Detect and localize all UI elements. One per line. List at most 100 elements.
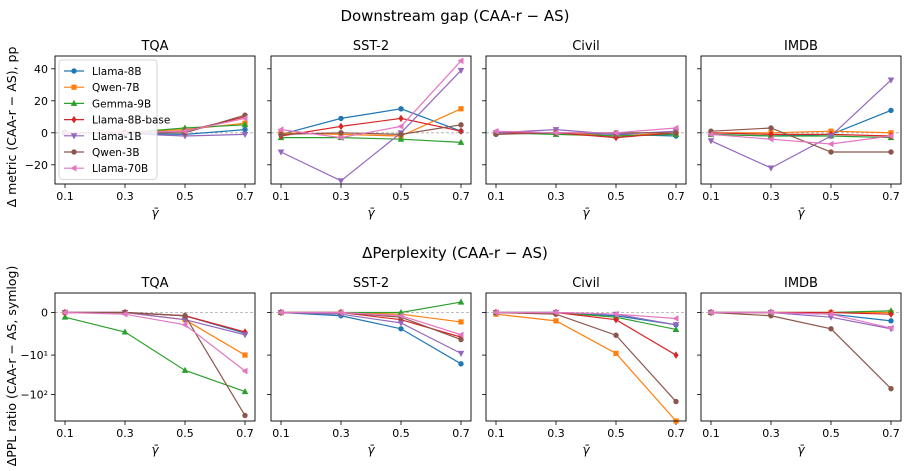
- x-tick-label: 0.3: [547, 190, 565, 203]
- x-axis-label: γ̄: [367, 443, 375, 457]
- x-tick-label: 0.1: [56, 190, 74, 203]
- panel-title: Civil: [572, 39, 600, 54]
- series-line: [280, 311, 462, 365]
- x-tick-label: 0.3: [116, 427, 134, 440]
- data-point: [61, 313, 69, 320]
- x-tick-label: 0.7: [236, 190, 254, 203]
- series-qwen-7b: [62, 309, 248, 358]
- series-qwen-3b: [708, 125, 894, 155]
- chart-panel-3: 0.1 0.3 0.5 0.7 Civil γ̄: [482, 39, 687, 220]
- series-line: [65, 311, 246, 333]
- x-tick-label: 0.7: [667, 427, 685, 440]
- data-point: [241, 367, 248, 375]
- series-line: [280, 108, 462, 135]
- data-point: [767, 165, 775, 172]
- data-point: [121, 328, 129, 335]
- series-gemma-9b: [61, 313, 249, 395]
- data-point: [767, 309, 774, 316]
- data-point: [457, 298, 465, 305]
- x-tick-label: 0.5: [176, 427, 194, 440]
- data-point: [241, 332, 249, 339]
- data-point: [277, 309, 284, 316]
- data-point: [457, 350, 465, 358]
- legend-marker: [70, 164, 77, 172]
- x-tick-label: 0.1: [702, 190, 720, 203]
- x-axis-label: γ̄: [367, 206, 375, 220]
- data-point: [672, 325, 680, 332]
- legend-label: Qwen-3B: [92, 147, 140, 159]
- data-point: [338, 115, 344, 122]
- series-qwen-3b: [278, 309, 464, 343]
- y-tick-label: −10¹: [20, 349, 48, 362]
- plot-frame: [485, 55, 687, 185]
- data-point: [673, 398, 679, 405]
- data-point: [673, 351, 679, 359]
- series-line: [710, 127, 891, 153]
- data-point: [458, 336, 464, 343]
- data-point: [397, 320, 405, 327]
- chart-panel-4: 0.1 0.3 0.5 0.7 IMDB γ̄: [697, 39, 902, 220]
- data-point: [612, 129, 619, 137]
- data-point: [182, 313, 188, 319]
- data-point: [888, 318, 894, 324]
- series-line: [711, 311, 892, 330]
- chart-panel-2: 0.1 0.3 0.5 0.7 SST-2 γ̄: [267, 39, 472, 220]
- data-point: [458, 361, 464, 367]
- series-line: [65, 311, 246, 416]
- legend-box: [58, 59, 158, 180]
- plot-frame: [270, 55, 472, 185]
- legend-marker: [70, 99, 78, 106]
- x-axis-label: γ̄: [797, 206, 805, 220]
- data-point: [552, 129, 559, 137]
- data-point: [553, 318, 559, 324]
- data-point: [673, 130, 679, 136]
- legend-label: Gemma-9B: [92, 98, 151, 110]
- data-point: [278, 131, 284, 138]
- data-point: [242, 352, 248, 358]
- series-line: [710, 133, 892, 145]
- series-llama-8b-base: [708, 129, 894, 140]
- data-point: [707, 138, 715, 145]
- data-point: [337, 134, 344, 141]
- data-point: [612, 310, 619, 318]
- data-point: [613, 332, 619, 338]
- data-point: [398, 131, 404, 138]
- data-point: [707, 309, 714, 316]
- chart-panel-6: 0.1 0.3 0.5 0.7 SST-2 γ̄: [267, 276, 472, 457]
- plot-frame: [485, 292, 687, 422]
- series-llama-70b: [277, 309, 464, 339]
- legend: Llama-8B Qwen-7B Gemma-9B Llama-8B-base Llam…: [58, 59, 170, 180]
- data-point: [61, 309, 68, 316]
- plot-frame: [700, 292, 902, 422]
- legend-marker: [71, 84, 77, 90]
- series-llama-70b: [277, 57, 464, 141]
- data-point: [181, 321, 188, 329]
- data-point: [397, 312, 404, 320]
- data-point: [458, 127, 464, 135]
- series-line: [281, 301, 462, 314]
- legend-label: Llama-1B: [92, 131, 142, 143]
- x-tick-label: 0.3: [547, 427, 565, 440]
- data-point: [888, 107, 894, 114]
- data-point: [181, 127, 188, 135]
- legend-marker: [71, 149, 77, 155]
- plot-frame: [54, 292, 256, 422]
- series-line: [710, 133, 892, 139]
- x-tick-label: 0.5: [392, 190, 410, 203]
- x-axis-label: γ̄: [582, 443, 590, 457]
- data-point: [457, 331, 464, 339]
- x-tick-label: 0.3: [116, 190, 134, 203]
- series-line: [495, 127, 677, 134]
- series-llama-70b: [492, 309, 679, 322]
- series-line: [65, 311, 246, 356]
- data-point: [458, 106, 464, 112]
- data-point: [828, 326, 834, 332]
- data-point: [887, 132, 894, 140]
- x-axis-label: γ̄: [151, 443, 159, 457]
- series-line: [710, 132, 892, 137]
- data-point: [827, 133, 835, 140]
- x-tick-label: 0.1: [272, 190, 290, 203]
- series-llama-70b: [61, 309, 248, 375]
- y-tick-label: −20: [25, 159, 48, 172]
